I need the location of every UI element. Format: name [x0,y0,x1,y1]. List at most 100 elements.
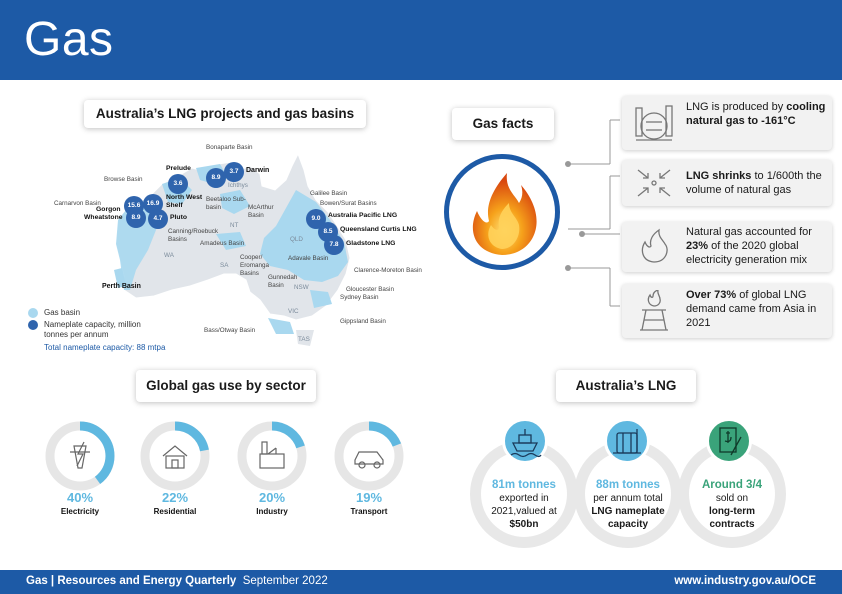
fact-text: Natural gas accounted for 23% of the 202… [686,226,812,266]
map-state-label: TAS [298,336,310,343]
map-label-basin: Adavale Basin [288,255,329,262]
map-label-basin: Gippsland Basin [340,318,386,325]
legend-capacity-label: Nameplate capacity, million tonnes per a… [44,320,141,339]
power-pylon-icon [70,441,90,469]
fact-text: LNG is produced by cooling natural gas t… [686,101,826,127]
contract-icon [719,427,742,456]
lng-stat: 81m tonnes exported in 2021,valued at $5… [491,479,557,530]
map-label-basin: McArthur Basin [248,204,274,219]
map-label-basin: Gunnedah Basin [268,274,298,289]
fact-card: Over 73% of global LNG demand came from … [622,284,832,338]
map-state-label: NSW [294,284,309,291]
gas-rig-icon [640,290,668,331]
map-label-basin: Bass/Otway Basin [204,327,256,334]
map-label-basin: Bowen/Surat Basins [320,200,377,207]
project-label-prelude: Prelude [166,165,191,172]
map-label-basin: Sydney Basin [340,294,379,301]
lng-card [585,451,671,537]
map-label-basin: Clarence-Moreton Basin [354,267,422,274]
map-state-label: WA [164,252,174,259]
project-label-glng: Gladstone LNG [346,240,396,247]
fact-card: LNG shrinks to 1/600th the volume of nat… [622,160,832,206]
fire-icon [472,173,537,255]
map-label-basin: Perth Basin [102,283,141,290]
sector-ring-center [248,432,296,480]
fact-card: LNG is produced by cooling natural gas t… [622,96,832,150]
map-state-label: NT [230,222,239,229]
sector-label: Electricity [60,507,100,516]
sector-section-title: Global gas use by sector [136,370,316,402]
ship-icon [510,429,542,458]
car-icon [354,451,384,469]
project-label-pluto: Pluto [170,214,187,221]
flame-circle [444,154,560,270]
sector-ring-value [45,421,115,491]
lng-card [689,451,775,537]
lng-stat: Around 3/4 sold on long-term contracts [701,479,763,530]
map-state-label: QLD [290,236,303,243]
lng-card [481,451,567,537]
project-label-qclng: Queensland Curtis LNG [340,226,417,233]
map-label-basin: Amadeus Basin [200,240,245,247]
project-bubble-ichthys: 8.9 [206,168,226,188]
facts-connector-lines [565,119,620,307]
map-state-label: VIC [288,308,299,315]
sector-label: Residential [153,507,197,516]
storage-tank-icon [613,429,641,454]
legend-capacity-swatch [28,320,38,330]
project-bubble-wheatstone: 8.9 [126,208,146,228]
map-section-title: Australia’s LNG projects and gas basins [84,100,366,128]
project-label-ichthys: Ichthys [228,182,248,189]
gas-plant-icon [635,105,673,141]
project-label-nws: North West Shelf [166,194,203,209]
sector-label: Transport [350,507,388,516]
sector-ring-value [334,421,404,491]
lng-icon-circle [604,418,650,464]
map-label-basin: Bonaparte Basin [206,144,253,151]
project-label-wheatstone: Wheatstone [84,214,123,221]
footer-source: Gas | Resources and Energy Quarterly Sep… [26,575,328,587]
sector-pct: 19% [355,490,383,505]
sector-ring-center [345,432,393,480]
map-label-basin: Canning/Roebuck Basins [168,228,219,243]
sector-pct: 22% [161,490,189,505]
project-bubble-glng: 7.8 [324,235,344,255]
project-label-gorgon: Gorgon [96,206,121,213]
fact-text: LNG shrinks to 1/600th the volume of nat… [686,170,822,196]
map-label-basin: Galilee Basin [310,190,348,197]
lng-icon-circle [502,418,548,464]
sector-donut-charts [45,421,404,491]
project-bubble-pluto: 4.7 [148,209,168,229]
map-label-basin: Browse Basin [104,176,143,183]
lng-icon-circle [706,418,752,464]
factory-icon [259,441,285,469]
footer-url[interactable]: www.industry.gov.au/OCE [674,575,816,587]
header-bar: Gas [0,0,842,80]
legend-total: Total nameplate capacity: 88 mtpa [44,343,166,352]
project-bubble-prelude: 3.6 [168,174,188,194]
map-label-basin: Carnarvon Basin [54,200,101,207]
facts-section-title: Gas facts [452,108,554,140]
sector-ring-value [237,421,307,491]
legend-basin-swatch [28,308,38,318]
footer-bar: Gas | Resources and Energy Quarterly Sep… [0,570,842,594]
page-title: Gas [24,13,114,66]
map-label-basin: Cooper/ Eromanga Basins [240,254,270,277]
sector-ring-value [140,421,210,491]
project-label-aplng: Australia Pacific LNG [328,212,398,219]
map-state-label: SA [220,262,229,269]
lng-section-title: Australia’s LNG [556,370,696,402]
sector-label: Industry [256,507,288,516]
fact-text: Over 73% of global LNG demand came from … [686,289,817,329]
flame-icon [641,228,668,263]
sector-pct: 20% [258,490,286,505]
map-label-basin: Gloucester Basin [346,286,394,293]
shrink-arrows-icon [637,169,671,197]
lng-stat: 88m tonnes per annum total LNG nameplate… [591,479,665,530]
fact-card: Natural gas accounted for 23% of the 202… [622,222,832,272]
project-label-darwin: Darwin [246,167,270,174]
sector-pct: 40% [66,490,94,505]
house-icon [162,445,188,469]
map-label-basin: Beetaloo Sub-basin [206,196,246,211]
project-bubble-darwin: 3.7 [224,162,244,182]
